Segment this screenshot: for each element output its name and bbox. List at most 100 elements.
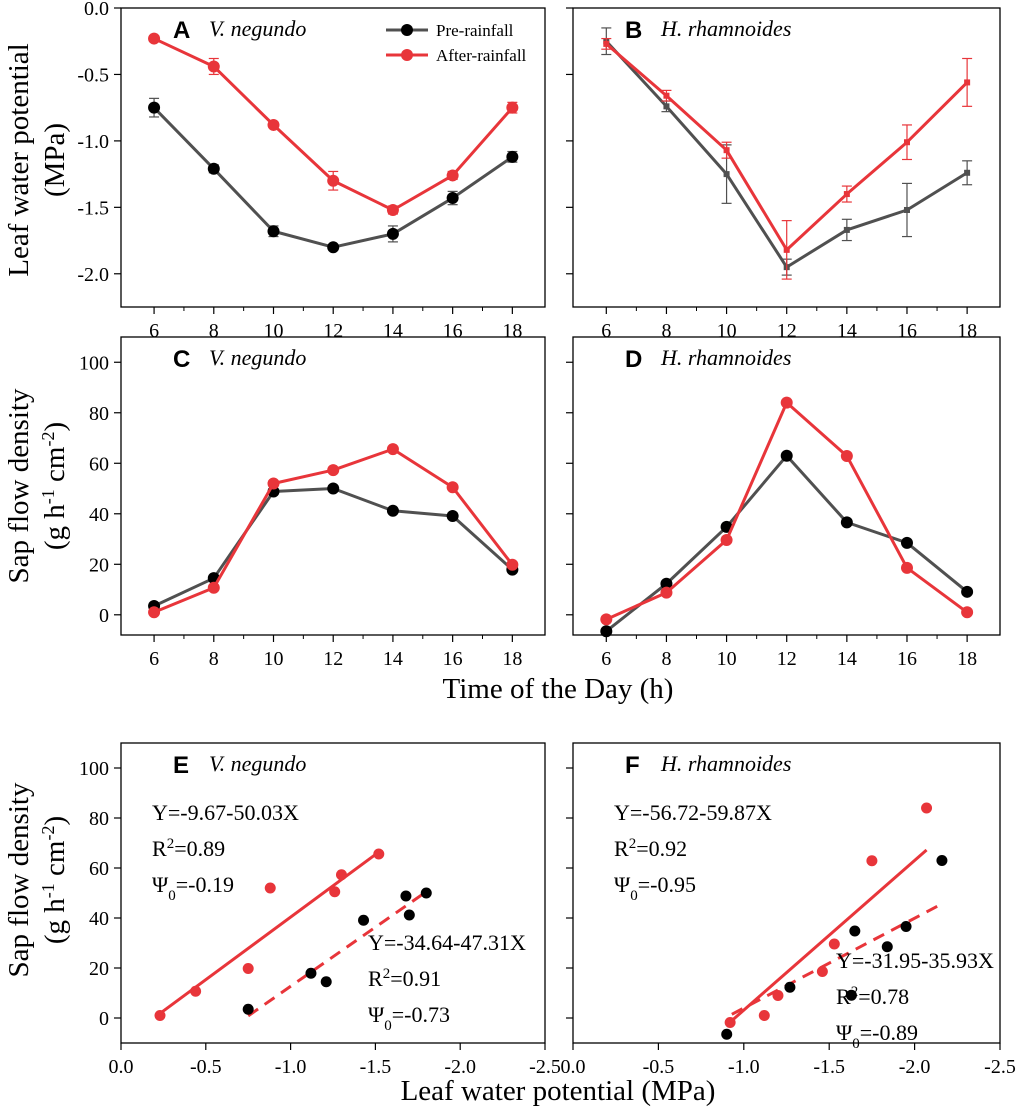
xlabel-time-of-day: Time of the Day (h) (443, 673, 674, 705)
legend-label-pre-rainfall: Pre-rainfall (436, 21, 514, 40)
panel-frame-e (120, 742, 546, 1044)
unit-exp-1: -1 (38, 883, 58, 898)
psi0-value: =-0.95 (638, 872, 696, 897)
data-point (207, 162, 220, 175)
data-point (900, 536, 913, 549)
data-point (964, 169, 971, 176)
data-point (723, 147, 730, 154)
data-point (903, 139, 910, 146)
data-point (961, 606, 974, 619)
data-point (663, 92, 670, 99)
x-tick-label: 0.0 (561, 1056, 586, 1078)
data-point (267, 477, 280, 490)
ylabel-leaf-water-potential-line2: (MPa) (39, 123, 71, 197)
x-tick-label: -2.5 (529, 1056, 561, 1078)
regression-equation-after: Y=-9.67-50.03X (152, 800, 299, 825)
species-label-c: V. negundo (209, 345, 306, 370)
panel-letter-a: A (173, 17, 190, 44)
data-point (207, 60, 220, 73)
data-point (720, 534, 733, 547)
psi0-value: =-0.19 (176, 872, 234, 897)
data-point (663, 103, 670, 110)
data-point (148, 32, 161, 45)
data-point (386, 227, 399, 240)
y-tick-label: 100 (79, 758, 109, 780)
unit-exp-2: -2 (38, 826, 58, 841)
x-tick-label: 16 (897, 320, 917, 342)
x-tick-label: 16 (443, 320, 463, 342)
series-line-pre-rainfall (605, 454, 969, 633)
unit-g-h: (g h (39, 898, 71, 944)
panel-letter-e: E (173, 752, 189, 779)
x-tick-label: 14 (383, 320, 403, 342)
ylabel-sap-flow-middle-line1: Sap flow density (3, 388, 35, 583)
species-label-d: H. rhamnoides (660, 345, 791, 370)
y-tick-label: 80 (89, 403, 109, 425)
data-point (267, 118, 280, 131)
unit-g-h: (g h (39, 504, 71, 550)
scatter-point-after-rainfall (921, 802, 933, 814)
data-point (446, 510, 459, 523)
scatter-point-after-rainfall (772, 990, 784, 1001)
y-tick-label: -1.0 (77, 131, 109, 153)
legend-marker-after-rainfall (401, 49, 413, 61)
legend-label-after-rainfall: After-rainfall (436, 46, 527, 65)
y-tick-label: 80 (89, 808, 109, 830)
r-squared-value: =0.91 (390, 966, 441, 991)
psi-symbol: Ψ (614, 872, 631, 897)
scatter-point-after-rainfall (190, 985, 202, 997)
psi0-after: Ψ0=-0.95 (614, 872, 696, 904)
r-symbol: R (368, 966, 383, 991)
y-tick-label: 40 (89, 908, 109, 930)
r-squared-pre: R2=0.91 (368, 966, 441, 991)
scatter-point-pre-rainfall (845, 989, 857, 1001)
y-tick-label: -1.5 (77, 197, 109, 219)
ylabel-leaf-water-potential: Leaf water potential (MPa) (3, 43, 71, 277)
data-point (446, 169, 459, 182)
data-point (840, 516, 853, 529)
r-symbol: R (152, 836, 167, 861)
x-tick-label: 10 (263, 320, 283, 342)
x-tick-label: 10 (717, 320, 737, 342)
data-point (386, 504, 399, 517)
r-symbol: R (614, 836, 629, 861)
scatter-point-pre-rainfall (305, 967, 317, 979)
data-point (327, 464, 340, 477)
scatter-point-pre-rainfall (320, 976, 332, 988)
ylabel-sap-flow-bottom-line1: Sap flow density (3, 782, 35, 977)
data-point (660, 586, 673, 599)
unit-close: ) (39, 816, 71, 826)
psi0-value: =-0.73 (392, 1002, 450, 1027)
r-symbol: R (836, 984, 851, 1009)
x-tick-label: -2.0 (444, 1056, 476, 1078)
psi-subscript: 0 (630, 888, 638, 904)
data-point (843, 191, 850, 198)
data-point (148, 101, 161, 114)
regression-equation-after: Y=-56.72-59.87X (614, 800, 772, 825)
x-tick-label: 8 (661, 320, 671, 342)
data-point (327, 174, 340, 187)
data-point (506, 101, 519, 114)
x-tick-label: 10 (717, 648, 737, 670)
data-point (723, 171, 730, 178)
panel-frame-f (572, 742, 1001, 1044)
scatter-point-pre-rainfall (420, 887, 432, 899)
psi0-pre: Ψ0=-0.89 (836, 1020, 918, 1052)
y-tick-label: 0.0 (84, 0, 109, 20)
x-tick-label: 16 (897, 648, 917, 670)
r-squared-after: R2=0.89 (152, 836, 225, 861)
scatter-point-after-rainfall (758, 1010, 770, 1021)
x-tick-label: 10 (263, 648, 283, 670)
x-tick-label: 6 (149, 648, 159, 670)
data-point (780, 396, 793, 409)
r-squared-value: =0.78 (858, 984, 909, 1009)
data-point (843, 226, 850, 233)
y-tick-label: -2.0 (77, 264, 109, 286)
r-squared-value: =0.89 (174, 836, 225, 861)
data-point (603, 40, 610, 47)
data-point (386, 203, 399, 216)
x-tick-label: 12 (777, 648, 797, 670)
psi0-after: Ψ0=-0.19 (152, 872, 234, 904)
panel-b: B H. rhamnoides 6 8 10 12 14 16 18 (566, 7, 1001, 342)
x-tick-label: -1.0 (728, 1056, 760, 1078)
